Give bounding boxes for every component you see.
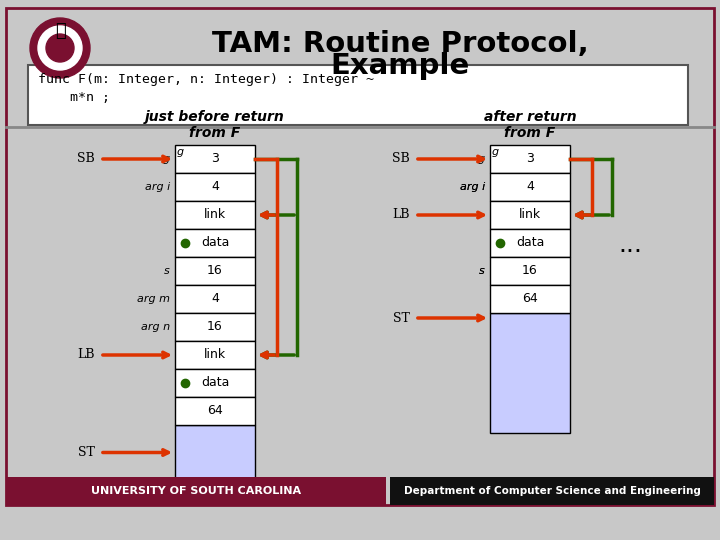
- Bar: [175, 257, 255, 285]
- Text: after return
from F: after return from F: [484, 110, 576, 140]
- Text: arg m: arg m: [137, 294, 170, 304]
- Text: 3: 3: [211, 152, 219, 165]
- Text: g: g: [177, 147, 184, 157]
- Text: s: s: [480, 266, 485, 276]
- Text: g: g: [163, 154, 170, 164]
- Circle shape: [30, 18, 90, 78]
- Text: arg i: arg i: [460, 182, 485, 192]
- Bar: [175, 397, 255, 425]
- Text: s: s: [480, 266, 485, 276]
- Bar: [490, 257, 570, 285]
- Text: 4: 4: [526, 180, 534, 193]
- Circle shape: [38, 26, 82, 70]
- Text: func F(m: Integer, n: Integer) : Integer ~: func F(m: Integer, n: Integer) : Integer…: [38, 73, 374, 86]
- Bar: [175, 201, 255, 229]
- Text: LB: LB: [392, 208, 410, 221]
- Text: 64: 64: [207, 404, 223, 417]
- Bar: [175, 341, 255, 369]
- Text: arg i: arg i: [460, 182, 485, 192]
- Text: link: link: [519, 208, 541, 221]
- Bar: [175, 229, 255, 257]
- Bar: [175, 313, 255, 341]
- Text: s: s: [164, 266, 170, 276]
- Text: 16: 16: [522, 265, 538, 278]
- Text: SB: SB: [392, 152, 410, 165]
- Text: g: g: [478, 154, 485, 164]
- Text: UNIVERSITY OF SOUTH CAROLINA: UNIVERSITY OF SOUTH CAROLINA: [91, 486, 301, 496]
- Text: 🌴: 🌴: [55, 22, 66, 40]
- Text: 3: 3: [526, 152, 534, 165]
- Text: TAM: Routine Protocol,: TAM: Routine Protocol,: [212, 30, 588, 58]
- Text: m*n ;: m*n ;: [38, 91, 110, 104]
- Text: link: link: [204, 208, 226, 221]
- Bar: [175, 145, 255, 173]
- Text: SB: SB: [77, 152, 95, 165]
- Text: Department of Computer Science and Engineering: Department of Computer Science and Engin…: [404, 486, 701, 496]
- Text: 4: 4: [211, 293, 219, 306]
- Text: 64: 64: [522, 293, 538, 306]
- Text: 4: 4: [211, 180, 219, 193]
- Bar: [6, 477, 386, 505]
- Bar: [490, 313, 570, 433]
- Text: 16: 16: [207, 265, 223, 278]
- Bar: [490, 145, 570, 173]
- Text: ST: ST: [393, 312, 410, 325]
- Text: data: data: [201, 376, 229, 389]
- Bar: [490, 173, 570, 201]
- Bar: [10, 10, 110, 85]
- Bar: [490, 229, 570, 257]
- Text: Example: Example: [330, 52, 469, 80]
- Bar: [175, 173, 255, 201]
- Bar: [175, 369, 255, 397]
- Text: just before return
from F: just before return from F: [145, 110, 285, 140]
- Text: data: data: [516, 237, 544, 249]
- Text: arg n: arg n: [141, 322, 170, 332]
- Text: g: g: [492, 147, 499, 157]
- Text: ST: ST: [78, 446, 95, 459]
- Bar: [490, 285, 570, 313]
- Text: arg i: arg i: [145, 182, 170, 192]
- Text: data: data: [201, 237, 229, 249]
- Bar: [175, 425, 255, 480]
- Text: 16: 16: [207, 321, 223, 334]
- Bar: [390, 477, 714, 505]
- Text: link: link: [204, 348, 226, 361]
- Text: LB: LB: [78, 348, 95, 361]
- Bar: [28, 65, 688, 125]
- Bar: [490, 201, 570, 229]
- Bar: [175, 285, 255, 313]
- Circle shape: [46, 34, 74, 62]
- Text: ...: ...: [618, 233, 642, 257]
